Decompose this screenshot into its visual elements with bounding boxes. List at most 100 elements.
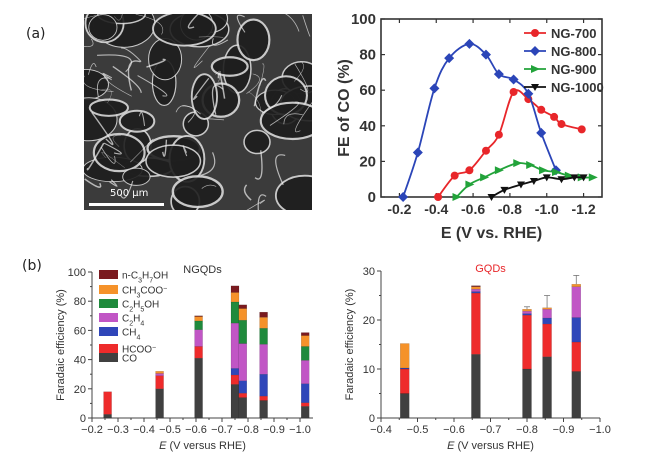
data-point — [450, 171, 459, 180]
y-tick-label: 0 — [80, 413, 86, 425]
bar-segment-ch3coo- — [194, 316, 203, 322]
legend-marker — [531, 84, 539, 91]
y-tick-label: 20 — [363, 315, 375, 327]
bar-segment-co — [522, 368, 532, 419]
y-tick-label: 40 — [359, 118, 376, 135]
data-point — [509, 87, 518, 96]
data-point — [465, 180, 475, 189]
sem-pore — [274, 174, 312, 210]
x-tick-label: −0.6 — [443, 424, 465, 436]
stacked-bar — [230, 285, 240, 419]
x-tick-label: −0.4 — [370, 424, 392, 436]
sem-pore — [171, 175, 224, 209]
bar-segment-n-c3h7oh — [301, 332, 310, 336]
sem-ridge — [246, 73, 260, 94]
bar-segment-ch4 — [259, 374, 268, 397]
x-tick-label: −1.0 — [289, 424, 311, 436]
stacked-bar — [571, 275, 581, 419]
sem-pore — [210, 56, 249, 77]
bar-segment-ch3coo- — [522, 309, 532, 312]
x-tick-label: −0.2 — [81, 424, 103, 436]
bar-segment-ch4 — [400, 367, 410, 370]
bar-segment-n-c3h7oh — [230, 285, 240, 293]
sem-ridge — [294, 63, 309, 93]
x-tick-label: −0.6 — [185, 424, 207, 436]
sem-ridge — [215, 70, 221, 82]
bar-segment-hcoo- — [259, 395, 268, 401]
x-tick-label: −0.3 — [107, 424, 129, 436]
legend-swatch — [99, 299, 118, 308]
sem-ridge — [84, 75, 114, 92]
x-tick-label: −0.9 — [263, 424, 285, 436]
bar-segment-hcoo- — [471, 292, 481, 355]
data-point — [434, 193, 443, 201]
bar-segment-co — [259, 400, 268, 419]
bar-segment-ch4 — [522, 313, 532, 316]
x-tick-label: −1.0 — [589, 424, 611, 436]
sem-ridge — [295, 102, 312, 133]
series-ng-1000: NG-1000 — [487, 80, 604, 201]
data-point — [557, 176, 566, 184]
sem-ridge — [248, 91, 262, 121]
legend-swatch — [99, 327, 118, 336]
bar-segment-hcoo- — [542, 323, 552, 357]
sem-ridge — [203, 118, 225, 121]
y-axis-label: Faradaic efficiency (%) — [55, 289, 67, 401]
fe-co-plot: -0.2 -0.4 -0.6 -0.8 -1.0 -1.2 0 20 40 60 80 100 E (V… — [336, 11, 604, 242]
sem-ridge — [101, 151, 125, 168]
data-point — [579, 174, 588, 182]
legend-label: CH3COO− — [122, 285, 167, 299]
bar-segment-ch3coo- — [571, 284, 581, 287]
sem-ridge — [84, 178, 102, 188]
bar-segment-co — [301, 406, 310, 419]
bar-segment-hcoo- — [230, 374, 240, 385]
x-tick-label: −0.5 — [407, 424, 429, 436]
sem-pore — [145, 144, 202, 178]
sem-ridge — [127, 60, 141, 91]
sem-ridge — [246, 199, 265, 210]
series-ng-900: NG-900 — [452, 62, 598, 201]
bar-segment-ch3coo- — [301, 335, 310, 347]
sem-pore — [152, 14, 217, 47]
panel-label-a: (a) — [26, 26, 46, 42]
series-line — [402, 43, 557, 198]
legend-item: n-C3H7OH — [99, 270, 168, 284]
data-point — [526, 160, 536, 169]
legend-swatch — [99, 285, 118, 294]
legend-label: NG-800 — [551, 44, 597, 59]
scale-bar-label: 500 µm — [110, 188, 149, 199]
data-point — [481, 146, 490, 155]
series-line — [491, 176, 584, 198]
bar-segment-c2h4 — [571, 286, 581, 318]
data-point — [480, 49, 491, 60]
data-point — [429, 83, 440, 94]
sem-image: 500 µm — [84, 14, 312, 210]
bar-segment-n-c3h7oh — [471, 285, 481, 287]
sem-ridge — [175, 105, 201, 115]
sem-pore — [243, 129, 271, 155]
bar-segment-c2h5oh — [301, 346, 310, 361]
x-tick-label: -1.0 — [535, 201, 559, 217]
sem-ridge — [211, 84, 224, 115]
x-axis-label: E (V vs. RHE) — [441, 225, 542, 242]
bar-segment-c2h5oh — [238, 319, 248, 344]
sem-ridge — [91, 111, 114, 146]
x-tick-label: −0.4 — [133, 424, 155, 436]
sem-ridge — [112, 135, 121, 147]
bar-segment-hcoo- — [400, 368, 410, 394]
bar-segment-c2h4 — [471, 288, 481, 292]
x-tick-label: -0.8 — [498, 201, 522, 217]
bar-segment-co — [103, 414, 112, 419]
x-tick-label: -0.4 — [424, 201, 448, 217]
y-axis-label: Faradaic efficiency (%) — [344, 289, 356, 401]
y-tick-label: 0 — [368, 189, 376, 206]
bar-segment-ch4 — [230, 368, 240, 376]
legend-label: HCOO− — [122, 344, 156, 356]
sem-pore — [236, 18, 271, 62]
sem-pore — [122, 167, 151, 186]
sem-ridge — [285, 14, 300, 32]
y-tick-label: 20 — [359, 153, 376, 170]
bar-segment-hcoo- — [194, 346, 203, 359]
y-axis-label: FE of CO (%) — [336, 59, 353, 157]
stacked-bar — [103, 391, 112, 419]
